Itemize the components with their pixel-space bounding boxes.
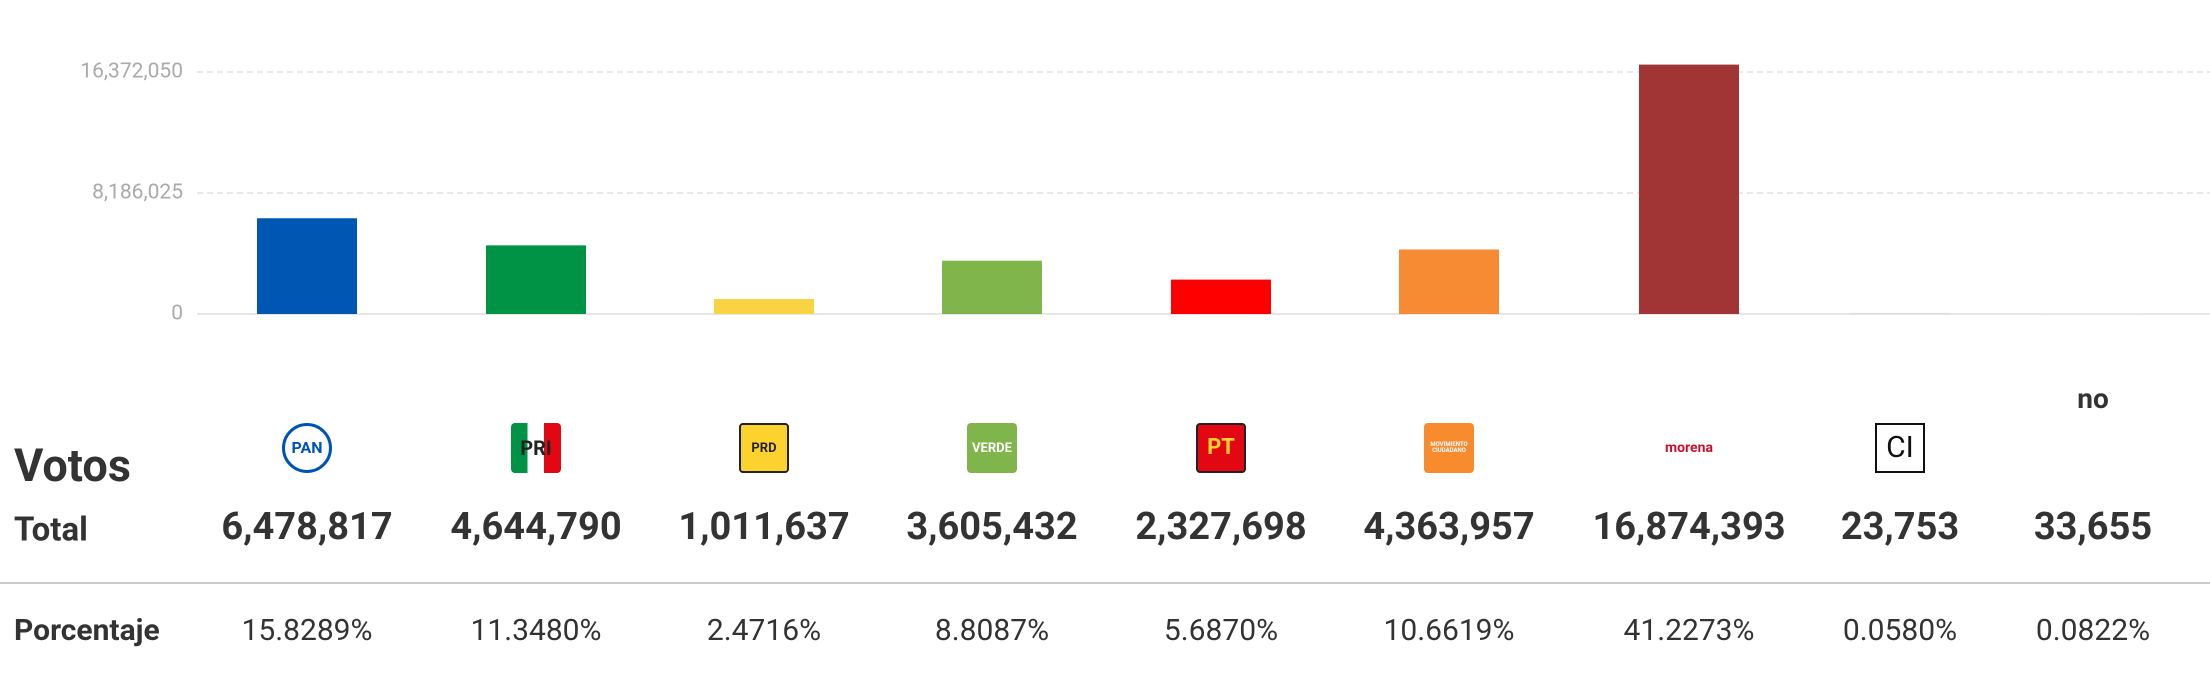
percentage: 5.6870% xyxy=(1164,613,1278,648)
party-label: Candidaturas no registradas xyxy=(2077,382,2109,415)
bar xyxy=(714,299,814,314)
total-value: 4,363,957 xyxy=(1363,505,1534,549)
party-label: PRI xyxy=(511,423,561,473)
percentage: 8.8087% xyxy=(935,613,1049,648)
party-label: VERDE xyxy=(967,423,1017,473)
total-label: Total xyxy=(14,511,88,550)
y-tick-label: 8,186,025 xyxy=(92,181,183,205)
party-label: morena xyxy=(1644,423,1734,473)
bar xyxy=(1171,279,1271,314)
percentage: 41.2273% xyxy=(1623,613,1754,648)
percentage: 0.0822% xyxy=(2036,613,2150,648)
y-tick-label: 0 xyxy=(171,302,183,326)
bar xyxy=(942,260,1042,314)
total-value: 33,655 xyxy=(2034,505,2152,549)
total-value: 1,011,637 xyxy=(678,505,849,549)
total-value: 2,327,698 xyxy=(1135,505,1306,549)
bar xyxy=(1399,249,1499,314)
party-label: PT xyxy=(1196,423,1246,473)
percentage: 0.0580% xyxy=(1843,613,1957,648)
bar xyxy=(1639,64,1739,314)
y-tick-label: 16,372,050 xyxy=(80,60,183,84)
party-label: CI xyxy=(1875,423,1925,473)
bar xyxy=(257,218,357,314)
percentage: 10.6619% xyxy=(1383,613,1514,648)
percent-label: Porcentaje xyxy=(14,613,160,648)
total-value: 3,605,432 xyxy=(906,505,1077,549)
votes-heading: Votos xyxy=(14,439,131,492)
party-label: MOVIMIENTO CIUDADANO xyxy=(1424,423,1474,473)
total-value: 6,478,817 xyxy=(221,505,392,549)
bar xyxy=(486,245,586,314)
percentage: 15.8289% xyxy=(241,613,372,648)
total-value: 16,874,393 xyxy=(1592,505,1785,549)
total-value: 23,753 xyxy=(1841,505,1959,549)
percentage: 2.4716% xyxy=(707,613,821,648)
percentage: 11.3480% xyxy=(470,613,601,648)
total-value: 4,644,790 xyxy=(450,505,621,549)
party-label: PAN xyxy=(282,423,332,473)
party-label: PRD xyxy=(739,423,789,473)
